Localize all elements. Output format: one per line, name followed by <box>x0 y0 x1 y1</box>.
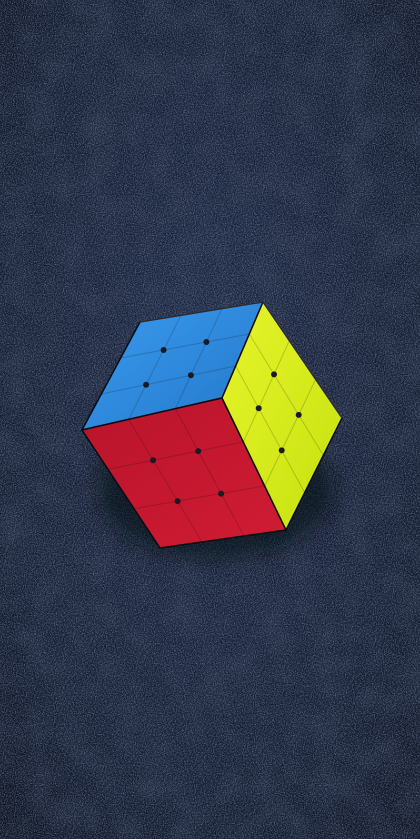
left-face-hole <box>195 448 202 455</box>
right-face <box>221 301 343 531</box>
right-face-seam <box>235 365 306 493</box>
right-face-hole <box>295 411 302 418</box>
left-face-hole <box>150 457 157 464</box>
right-face-hole <box>271 371 277 378</box>
left-face-hole <box>174 498 181 505</box>
top-face-hole <box>143 381 150 388</box>
right-face-seam <box>264 379 317 487</box>
right-face-hole <box>255 405 262 412</box>
top-face-seam <box>101 365 236 395</box>
left-face-seam <box>133 485 265 510</box>
cube-highlight-edge <box>139 300 343 419</box>
left-face-seam <box>174 408 245 537</box>
top-face-seam <box>128 315 182 420</box>
right-face-hole <box>278 447 285 454</box>
rubiks-cube <box>81 300 343 549</box>
left-face-seam <box>107 441 244 470</box>
top-face-hole <box>160 347 167 353</box>
left-face-seam <box>128 419 203 543</box>
right-face-seam <box>248 333 324 456</box>
top-face-hole <box>203 339 210 345</box>
top-face-hole <box>187 372 194 379</box>
top-face-seam <box>120 333 250 359</box>
right-face-seam <box>242 340 290 443</box>
top-face-seam <box>174 308 223 409</box>
left-face-hole <box>218 490 225 497</box>
